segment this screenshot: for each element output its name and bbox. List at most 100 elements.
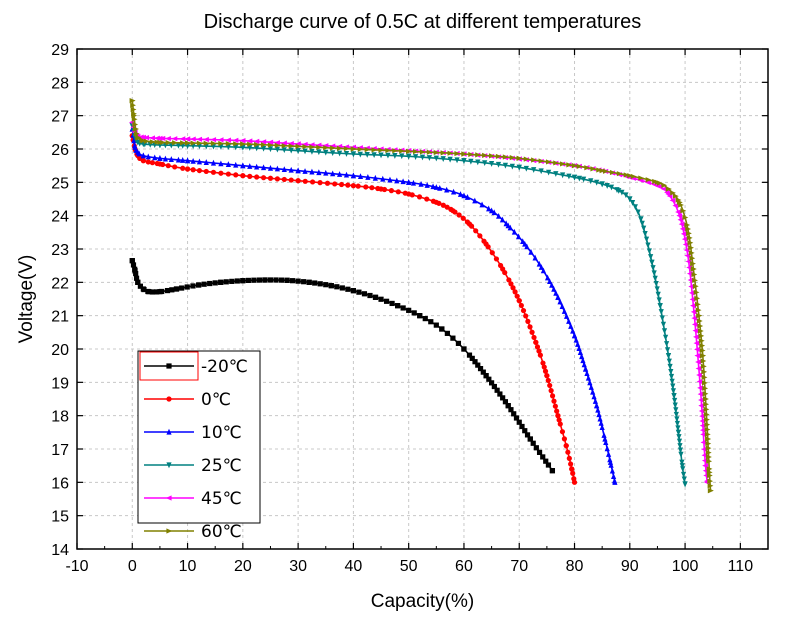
series-point xyxy=(584,165,591,171)
x-tick-label: 40 xyxy=(345,558,363,575)
series-point xyxy=(545,462,552,468)
data-point xyxy=(132,268,138,274)
series-point xyxy=(635,209,641,216)
series-point xyxy=(179,136,186,142)
data-point xyxy=(406,153,412,160)
series-point xyxy=(165,163,171,169)
series-point xyxy=(225,171,231,177)
series-point xyxy=(343,146,350,152)
data-point xyxy=(240,278,246,284)
series-point xyxy=(454,150,461,157)
series-point xyxy=(212,280,218,286)
series-point xyxy=(247,173,253,179)
series-point xyxy=(281,176,287,183)
series-point xyxy=(323,145,329,151)
series-point xyxy=(447,156,453,163)
series-point xyxy=(642,230,648,237)
data-point xyxy=(676,199,683,205)
series-point xyxy=(660,321,667,328)
series-point xyxy=(424,196,430,202)
series-point xyxy=(160,139,166,146)
series-point xyxy=(317,180,323,186)
series-point xyxy=(669,197,676,203)
data-point xyxy=(461,151,468,157)
series-point xyxy=(447,150,454,156)
legend-marker xyxy=(165,495,172,501)
series-point xyxy=(357,173,364,180)
series-point xyxy=(689,296,696,302)
series-point xyxy=(551,398,557,404)
series-point xyxy=(489,250,495,256)
series-point xyxy=(168,156,174,162)
series-point xyxy=(678,451,684,458)
series-point xyxy=(489,153,495,159)
data-point xyxy=(135,134,142,140)
data-point xyxy=(218,279,224,285)
series-point xyxy=(679,459,685,466)
series-point xyxy=(246,138,253,144)
series-point xyxy=(531,167,537,173)
series-point xyxy=(372,174,378,181)
series-point xyxy=(675,209,681,215)
series-point xyxy=(598,419,604,426)
data-point xyxy=(527,436,533,442)
series-point xyxy=(531,157,537,163)
data-point xyxy=(671,393,677,399)
series-point xyxy=(584,370,590,377)
legend-marker xyxy=(166,462,172,469)
data-point xyxy=(694,353,701,359)
series-point xyxy=(145,159,151,165)
data-point xyxy=(563,443,569,449)
data-point xyxy=(135,279,141,285)
data-point xyxy=(700,439,707,445)
data-point xyxy=(306,279,312,285)
series-point xyxy=(523,313,529,319)
series-point xyxy=(410,179,417,186)
series-point xyxy=(444,204,450,210)
series-point xyxy=(274,165,280,172)
series-point xyxy=(175,142,182,149)
series-point xyxy=(267,142,274,148)
data-point xyxy=(505,403,511,409)
series-point xyxy=(668,373,675,380)
legend-item: 25℃ xyxy=(144,456,242,476)
series-point xyxy=(472,197,478,204)
series-point xyxy=(430,183,436,190)
y-tick-label: 25 xyxy=(51,175,69,192)
data-point xyxy=(406,179,412,185)
series-point xyxy=(540,454,546,460)
series-point xyxy=(645,242,651,249)
series-point xyxy=(684,222,691,228)
series-point xyxy=(699,413,705,419)
series-point xyxy=(357,146,364,152)
series-point xyxy=(145,153,151,160)
series-point xyxy=(190,283,196,289)
series-point xyxy=(207,280,213,287)
series-point xyxy=(223,279,229,285)
series-point xyxy=(190,157,196,164)
series-point xyxy=(700,358,707,364)
series-point xyxy=(412,149,419,155)
series-point xyxy=(260,145,267,152)
y-tick-label: 23 xyxy=(51,242,69,259)
series-point xyxy=(566,162,573,168)
data-point xyxy=(239,138,246,144)
series-point xyxy=(475,362,481,368)
data-point xyxy=(571,332,578,339)
data-point xyxy=(679,463,685,469)
series-point xyxy=(683,247,690,253)
series-point xyxy=(267,164,274,171)
series-point xyxy=(700,363,707,369)
y-tick-label: 26 xyxy=(51,142,69,159)
series-point xyxy=(330,150,336,157)
series-point xyxy=(551,285,557,292)
data-point xyxy=(705,436,711,442)
series-point xyxy=(650,265,656,271)
series-point xyxy=(603,439,609,446)
data-point xyxy=(571,163,578,169)
x-tick-label: 30 xyxy=(289,558,307,575)
series-point xyxy=(378,152,384,159)
series-point xyxy=(502,399,509,405)
series-point xyxy=(525,318,531,324)
series-point xyxy=(143,134,150,141)
